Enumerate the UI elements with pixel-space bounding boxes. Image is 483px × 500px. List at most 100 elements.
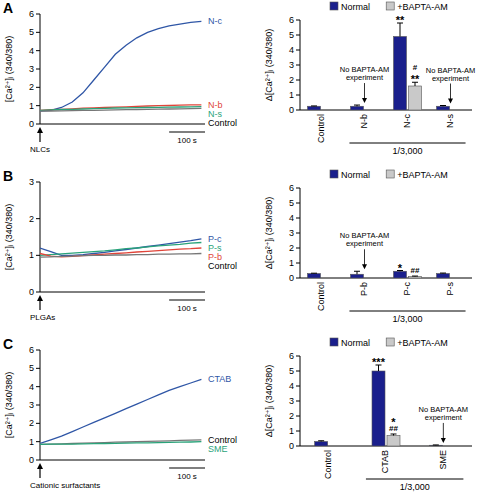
bar bbox=[351, 274, 364, 278]
y-tick bbox=[296, 233, 300, 234]
legend-swatch bbox=[330, 338, 338, 346]
annotation-arrow bbox=[39, 300, 40, 310]
error-cap bbox=[412, 276, 418, 277]
y-tick bbox=[36, 14, 40, 15]
note: experiment bbox=[425, 413, 463, 422]
y-tick-label: 1 bbox=[289, 90, 294, 100]
note: experiment bbox=[432, 74, 470, 83]
annotation: Cationic surfactants bbox=[30, 481, 100, 490]
bar bbox=[315, 442, 328, 447]
y-tick-label: 2 bbox=[289, 243, 294, 253]
y-tick-label: 2 bbox=[289, 411, 294, 421]
legend-label: Normal bbox=[341, 338, 370, 348]
panel-label: A bbox=[3, 0, 13, 16]
y-tick-label: 6 bbox=[29, 9, 34, 19]
note: No BAPTA-AM bbox=[340, 65, 389, 74]
y-tick-label: 1 bbox=[289, 258, 294, 268]
error-bar bbox=[354, 271, 360, 274]
y-tick-label: 0 bbox=[29, 455, 34, 465]
y-tick bbox=[296, 80, 300, 81]
category-label: P-s bbox=[445, 282, 455, 296]
y-tick bbox=[36, 218, 40, 219]
y-tick-label: 6 bbox=[289, 183, 294, 193]
significance-mark: ** bbox=[411, 73, 420, 85]
legend-label: +BAPTA-AM bbox=[397, 338, 448, 348]
legend-swatch bbox=[386, 170, 394, 178]
significance-mark: ## bbox=[411, 266, 420, 275]
y-tick bbox=[36, 405, 40, 406]
bar bbox=[437, 274, 450, 279]
y-tick bbox=[296, 263, 300, 264]
significance-mark: *** bbox=[372, 356, 386, 368]
y-tick-label: 5 bbox=[289, 30, 294, 40]
series-line bbox=[40, 379, 201, 443]
y-tick bbox=[296, 218, 300, 219]
y-axis-label: [Ca²⁺]ᵢ (340/380) bbox=[4, 36, 14, 103]
note: No BAPTA-AM bbox=[426, 66, 475, 75]
y-tick-label: 6 bbox=[29, 345, 34, 355]
error-bar bbox=[433, 444, 439, 445]
x-axis bbox=[40, 460, 205, 461]
y-tick-label: 2 bbox=[289, 75, 294, 85]
y-tick-label: 3 bbox=[289, 228, 294, 238]
y-tick bbox=[296, 65, 300, 66]
error-bar bbox=[311, 105, 317, 106]
y-tick bbox=[296, 446, 300, 447]
y-tick-label: 0 bbox=[289, 273, 294, 283]
legend-swatch bbox=[330, 170, 338, 178]
y-tick-label: 3 bbox=[29, 64, 34, 74]
bar bbox=[409, 86, 422, 110]
y-tick-label: 1 bbox=[289, 426, 294, 436]
group-line bbox=[366, 479, 463, 480]
error-bar bbox=[391, 434, 397, 436]
bar bbox=[394, 37, 407, 111]
y-tick bbox=[296, 356, 300, 357]
y-tick bbox=[36, 292, 40, 293]
arrow-head bbox=[37, 295, 43, 301]
y-tick-label: 3 bbox=[289, 60, 294, 70]
line-panel: A[Ca²⁺]ᵢ (340/380)0123456N-cN-bN-sContro… bbox=[3, 0, 237, 154]
note: experiment bbox=[346, 239, 384, 248]
series-label: N-c bbox=[208, 16, 222, 26]
error-cap bbox=[440, 273, 446, 274]
y-tick bbox=[296, 95, 300, 96]
y-tick bbox=[36, 124, 40, 125]
annotation-arrow bbox=[39, 132, 40, 142]
y-tick-label: 6 bbox=[289, 351, 294, 361]
error-cap bbox=[354, 105, 360, 106]
error-bar bbox=[318, 440, 324, 442]
y-tick-label: 4 bbox=[289, 213, 294, 223]
y-tick-label: 2 bbox=[29, 82, 34, 92]
plot-area bbox=[40, 379, 201, 444]
series-label: Control bbox=[208, 118, 237, 128]
legend-label: Normal bbox=[341, 2, 370, 12]
series-label: CTAB bbox=[208, 374, 231, 384]
error-cap bbox=[311, 105, 317, 106]
y-tick-label: 1 bbox=[29, 101, 34, 111]
bar bbox=[351, 106, 364, 110]
y-tick bbox=[296, 35, 300, 36]
annotation: NLCs bbox=[30, 145, 50, 154]
group-line bbox=[349, 311, 465, 312]
y-tick bbox=[36, 441, 40, 442]
series-line bbox=[40, 254, 201, 258]
series-line bbox=[40, 21, 201, 111]
arrow-head bbox=[37, 127, 43, 133]
y-tick bbox=[296, 188, 300, 189]
y-axis bbox=[40, 182, 41, 292]
y-tick bbox=[296, 203, 300, 204]
note-arrow bbox=[364, 249, 365, 265]
scale-bar bbox=[169, 467, 205, 468]
bar-panel: Δ[Ca²⁺]ᵢ (340/380)0123456ControlN-bN-cN-… bbox=[264, 2, 475, 157]
arrow-head bbox=[448, 99, 453, 104]
y-axis-label: Δ[Ca²⁺]ᵢ (340/380) bbox=[264, 29, 274, 102]
legend-swatch bbox=[386, 338, 394, 346]
group-label: 1/3,000 bbox=[392, 314, 422, 324]
scale-bar bbox=[169, 299, 205, 300]
y-tick bbox=[296, 278, 300, 279]
y-axis-label: [Ca²⁺]ᵢ (340/380) bbox=[4, 204, 14, 271]
y-tick bbox=[296, 401, 300, 402]
y-tick-label: 4 bbox=[29, 46, 34, 56]
y-tick bbox=[296, 20, 300, 21]
bar-panel: Δ[Ca²⁺]ᵢ (340/380)0123456ControlCTABSMEN… bbox=[264, 338, 472, 493]
